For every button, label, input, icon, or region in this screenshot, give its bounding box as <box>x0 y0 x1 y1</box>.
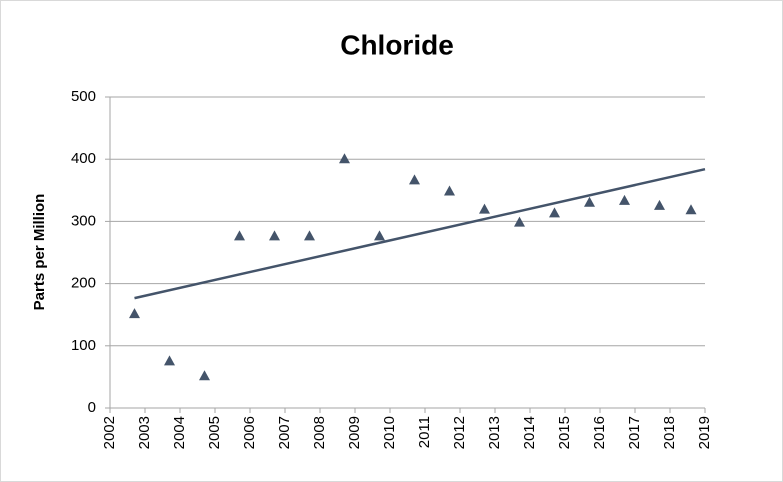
data-point <box>164 355 175 366</box>
x-tick-label: 2007 <box>276 416 293 449</box>
x-tick-label: 2012 <box>451 416 468 449</box>
data-point <box>685 204 697 215</box>
data-point <box>654 199 665 210</box>
x-tick-label: 2018 <box>661 416 678 449</box>
data-point <box>199 370 210 381</box>
x-tick-label: 2013 <box>486 416 503 449</box>
y-tick-label: 300 <box>71 212 96 229</box>
x-tick-label: 2014 <box>521 416 538 449</box>
data-point <box>339 153 350 164</box>
x-tick-label: 2015 <box>556 416 573 449</box>
x-tick-label: 2008 <box>311 416 328 449</box>
data-point <box>374 230 385 241</box>
y-axis-label: Parts per Million <box>31 194 48 311</box>
trendline <box>134 167 706 300</box>
data-point <box>234 230 245 241</box>
data-point <box>479 203 490 214</box>
data-point <box>549 207 560 218</box>
chart-title: Chloride <box>340 29 454 60</box>
data-point <box>444 185 455 196</box>
x-tick-label: 2010 <box>381 416 398 449</box>
x-tick-label: 2003 <box>136 416 153 449</box>
data-point <box>269 230 280 241</box>
y-tick-label: 100 <box>71 337 96 354</box>
x-tick-label: 2005 <box>206 416 223 449</box>
data-point <box>619 194 630 205</box>
x-tick-label: 2016 <box>591 416 608 449</box>
x-tick-label: 2006 <box>241 416 258 449</box>
x-tick-label: 2002 <box>101 416 118 449</box>
data-point <box>584 196 595 207</box>
data-point <box>514 216 525 227</box>
x-tick-label: 2009 <box>346 416 363 449</box>
data-point <box>129 308 140 319</box>
y-tick-label: 500 <box>71 88 96 105</box>
x-tick-label: 2019 <box>696 416 713 449</box>
data-point <box>409 174 420 185</box>
data-point <box>304 230 315 241</box>
y-tick-label: 200 <box>71 275 96 292</box>
x-tick-label: 2011 <box>416 416 433 448</box>
x-tick-label: 2004 <box>171 416 188 449</box>
y-tick-label: 400 <box>71 150 96 167</box>
x-tick-label: 2017 <box>626 416 643 449</box>
y-tick-label: 0 <box>88 399 96 416</box>
